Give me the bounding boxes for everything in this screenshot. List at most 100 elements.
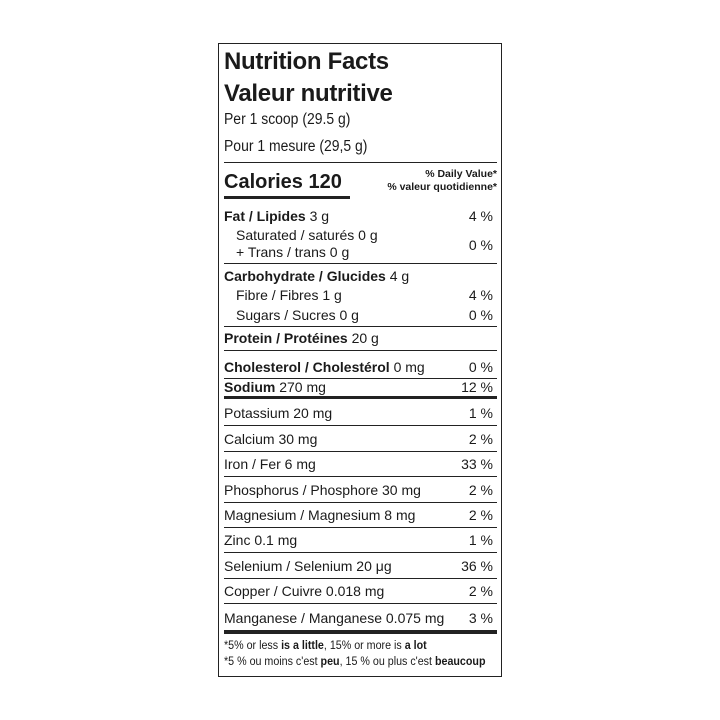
divider bbox=[224, 451, 497, 452]
divider bbox=[224, 578, 497, 579]
title-en: Nutrition Facts bbox=[224, 48, 389, 75]
nutrient-row: Carbohydrate / Glucides 4 g bbox=[224, 267, 497, 285]
nutrient-amount: 3 g bbox=[305, 208, 330, 224]
nutrient-amount: Selenium / Selenium 20 μg bbox=[224, 558, 392, 574]
nutrient-amount: Manganese / Manganese 0.075 mg bbox=[224, 610, 445, 626]
nutrient-amount: Sugars / Sucres 0 g bbox=[236, 307, 359, 323]
nutrient-row: Saturated / saturés 0 g bbox=[224, 226, 497, 244]
footnote-bold: peu bbox=[320, 656, 340, 668]
nutrient-name: Sodium bbox=[224, 379, 276, 395]
nutrient-label: Protein / Protéines 20 g bbox=[224, 330, 379, 346]
nutrient-row: Fat / Lipides 3 g 4 % bbox=[224, 207, 497, 225]
nutrient-amount: Saturated / saturés 0 g bbox=[236, 227, 378, 243]
divider bbox=[224, 502, 497, 503]
nutrient-label: Sugars / Sucres 0 g bbox=[224, 307, 359, 323]
footnote-text: *5% or less bbox=[224, 640, 282, 652]
daily-value-header-fr: % valeur quotidienne* bbox=[387, 181, 497, 193]
nutrient-amount: + Trans / trans 0 g bbox=[236, 244, 350, 260]
serving-size-fr: Pour 1 mesure (29,5 g) bbox=[224, 138, 368, 155]
nutrient-label: Calcium 30 mg bbox=[224, 431, 317, 447]
divider bbox=[224, 350, 497, 351]
calories: Calories 120 bbox=[224, 171, 342, 193]
nutrient-name: Fat / Lipides bbox=[224, 208, 306, 224]
nutrient-amount: 0 mg bbox=[389, 359, 425, 375]
daily-value-header-en: % Daily Value* bbox=[425, 168, 497, 180]
divider bbox=[224, 162, 497, 163]
divider bbox=[224, 552, 497, 553]
nutrient-label: Selenium / Selenium 20 μg bbox=[224, 558, 392, 574]
nutrient-label: Phosphorus / Phosphore 30 mg bbox=[224, 482, 421, 498]
title-fr: Valeur nutritive bbox=[224, 80, 393, 107]
nutrient-row: Fibre / Fibres 1 g 4 % bbox=[224, 286, 497, 304]
calories-underline bbox=[224, 196, 350, 199]
nutrient-amount: Copper / Cuivre 0.018 mg bbox=[224, 583, 385, 599]
nutrient-row: Copper / Cuivre 0.018 mg 2 % bbox=[224, 582, 497, 600]
nutrient-label: Carbohydrate / Glucides 4 g bbox=[224, 268, 409, 284]
nutrient-row: Iron / Fer 6 mg 33 % bbox=[224, 455, 497, 473]
nutrient-label: Copper / Cuivre 0.018 mg bbox=[224, 583, 384, 599]
nutrient-amount: Phosphorus / Phosphore 30 mg bbox=[224, 482, 421, 498]
divider bbox=[224, 396, 497, 399]
daily-value-percent: 33 % bbox=[461, 456, 493, 472]
nutrient-amount: 270 mg bbox=[275, 379, 326, 395]
nutrient-row: Selenium / Selenium 20 μg 36 % bbox=[224, 557, 497, 575]
daily-value-percent: 0 % bbox=[468, 359, 493, 375]
daily-value-percent: 12 % bbox=[461, 379, 493, 395]
nutrient-label: Potassium 20 mg bbox=[224, 405, 332, 421]
nutrient-label: Sodium 270 mg bbox=[224, 379, 326, 395]
footnote-text: , 15 % ou plus c'est bbox=[339, 656, 435, 668]
nutrition-facts-panel bbox=[218, 43, 502, 677]
nutrient-row: Sugars / Sucres 0 g 0 % bbox=[224, 306, 497, 324]
nutrient-row: Calcium 30 mg 2 % bbox=[224, 430, 497, 448]
daily-value-percent: 1 % bbox=[468, 532, 493, 548]
nutrient-name: Cholesterol / Cholestérol bbox=[224, 359, 390, 375]
nutrient-amount: Calcium 30 mg bbox=[224, 431, 318, 447]
nutrient-name: Carbohydrate / Glucides bbox=[224, 268, 386, 284]
nutrient-row: Zinc 0.1 mg 1 % bbox=[224, 531, 497, 549]
daily-value-percent: 0 % bbox=[468, 237, 493, 253]
thick-divider bbox=[224, 630, 497, 634]
nutrient-label: Fibre / Fibres 1 g bbox=[224, 287, 342, 303]
nutrient-label: Fat / Lipides 3 g bbox=[224, 208, 329, 224]
nutrient-row: Cholesterol / Cholestérol 0 mg 0 % bbox=[224, 358, 497, 376]
divider bbox=[224, 603, 497, 604]
nutrient-label: Zinc 0.1 mg bbox=[224, 532, 297, 548]
daily-value-percent: 0 % bbox=[468, 307, 493, 323]
nutrient-label: Iron / Fer 6 mg bbox=[224, 456, 316, 472]
divider bbox=[224, 378, 497, 379]
divider bbox=[224, 425, 497, 426]
daily-value-percent: 1 % bbox=[468, 405, 493, 421]
nutrient-amount: Magnesium / Magnesium 8 mg bbox=[224, 507, 416, 523]
divider bbox=[224, 326, 497, 327]
divider bbox=[224, 527, 497, 528]
nutrient-label: Saturated / saturés 0 g bbox=[224, 227, 378, 243]
nutrient-amount: Fibre / Fibres 1 g bbox=[236, 287, 342, 303]
nutrient-label: Manganese / Manganese 0.075 mg bbox=[224, 610, 444, 626]
nutrient-amount: 20 g bbox=[347, 330, 379, 346]
nutrient-amount: Potassium 20 mg bbox=[224, 405, 333, 421]
nutrient-name: Protein / Protéines bbox=[224, 330, 348, 346]
nutrient-amount: Iron / Fer 6 mg bbox=[224, 456, 316, 472]
nutrient-amount: 4 g bbox=[385, 268, 410, 284]
nutrient-label: + Trans / trans 0 g bbox=[224, 244, 349, 260]
nutrient-row: Protein / Protéines 20 g bbox=[224, 329, 497, 347]
footnote-fr: *5 % ou moins c'est peu, 15 % ou plus c'… bbox=[224, 654, 485, 670]
daily-value-percent: 2 % bbox=[468, 583, 493, 599]
nutrient-row: Potassium 20 mg 1 % bbox=[224, 404, 497, 422]
nutrient-row: Phosphorus / Phosphore 30 mg 2 % bbox=[224, 481, 497, 499]
nutrient-amount: Zinc 0.1 mg bbox=[224, 532, 298, 548]
footnote-bold: a lot bbox=[404, 640, 427, 652]
daily-value-percent: 2 % bbox=[468, 507, 493, 523]
serving-size-en: Per 1 scoop (29.5 g) bbox=[224, 111, 351, 128]
footnote-en: *5% or less is a little, 15% or more is … bbox=[224, 638, 427, 654]
footnote-bold: is a little bbox=[281, 640, 324, 652]
divider bbox=[224, 476, 497, 477]
daily-value-percent: 36 % bbox=[461, 558, 493, 574]
daily-value-percent: 2 % bbox=[468, 482, 493, 498]
footnote-text: *5 % ou moins c'est bbox=[224, 656, 321, 668]
nutrient-row: Sodium 270 mg 12 % bbox=[224, 378, 497, 396]
footnote-text: , 15% or more is bbox=[323, 640, 405, 652]
footnote-bold: beaucoup bbox=[434, 656, 486, 668]
daily-value-percent: 3 % bbox=[468, 610, 493, 626]
nutrient-label: Cholesterol / Cholestérol 0 mg bbox=[224, 359, 425, 375]
